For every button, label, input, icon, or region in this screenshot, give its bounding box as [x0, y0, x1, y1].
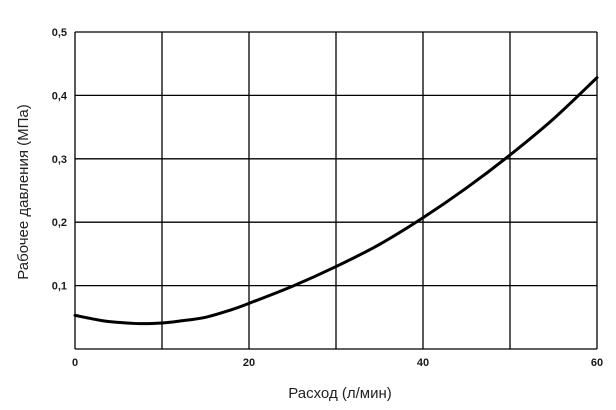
y-tick-label: 0,1 [52, 281, 67, 293]
y-tick-label: 0,2 [52, 217, 67, 229]
y-tick-label: 0,4 [52, 90, 68, 102]
x-tick-label: 60 [591, 357, 603, 369]
y-tick-label: 0,5 [52, 27, 67, 39]
y-axis-label: Рабочее давления (МПа) [15, 104, 32, 280]
x-tick-label: 20 [243, 357, 255, 369]
x-tick-label: 0 [72, 357, 78, 369]
x-axis-label: Расход (л/мин) [288, 385, 392, 402]
series-line [73, 76, 599, 326]
y-tick-label: 0,3 [52, 154, 67, 166]
grid-lines [74, 31, 598, 350]
y-tick-labels: 0,1 0,2 0,3 0,4 0,5 [52, 27, 68, 293]
series-group [73, 76, 599, 326]
x-tick-label: 40 [417, 357, 429, 369]
x-tick-labels: 0 20 40 60 [72, 357, 603, 369]
